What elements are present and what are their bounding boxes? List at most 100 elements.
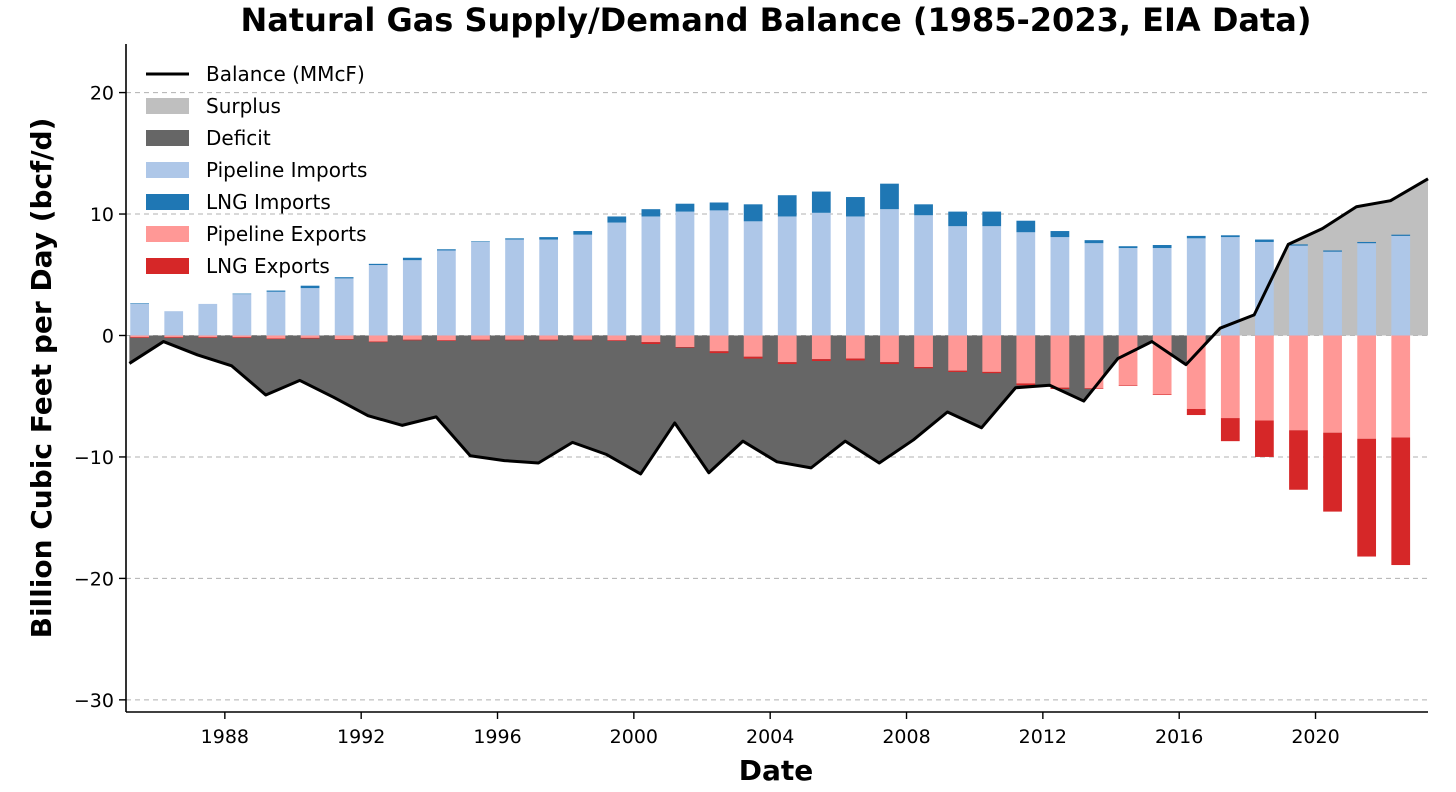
legend-label: Pipeline Imports	[206, 158, 367, 182]
bar-pipeline-exports	[1118, 335, 1138, 386]
bar-lng-imports	[1050, 231, 1070, 238]
bar-lng-imports	[1289, 244, 1308, 246]
bar-pipeline-exports	[1084, 335, 1104, 389]
y-tick-label: 10	[90, 204, 114, 226]
bar-pipeline-exports	[846, 335, 865, 359]
bar-pipeline-exports	[573, 335, 593, 340]
bar-pipeline-imports	[880, 209, 899, 336]
x-tick-label: 2004	[746, 726, 794, 748]
bar-lng-exports	[982, 371, 1002, 374]
y-tick-label: −10	[74, 447, 114, 469]
bar-lng-exports	[846, 358, 865, 361]
bar-lng-exports	[1118, 385, 1138, 386]
bar-lng-imports	[1016, 220, 1036, 233]
bar-pipeline-imports	[914, 215, 933, 336]
bar-lng-imports	[743, 204, 763, 222]
bar-lng-imports	[880, 183, 899, 210]
bar-pipeline-exports	[1323, 335, 1342, 433]
bar-pipeline-imports	[982, 226, 1002, 336]
bar-pipeline-imports	[1152, 248, 1172, 336]
chart-title: Natural Gas Supply/Demand Balance (1985-…	[241, 1, 1312, 39]
bar-pipeline-exports	[641, 335, 661, 343]
bar-lng-exports	[914, 367, 933, 369]
bar-pipeline-exports	[471, 335, 490, 340]
bar-pipeline-exports	[607, 335, 627, 341]
y-tick-label: −20	[74, 568, 114, 590]
bar-lng-imports	[232, 293, 252, 295]
bar-pipeline-imports	[1050, 237, 1070, 336]
bar-lng-exports	[300, 337, 320, 339]
bar-pipeline-imports	[130, 303, 150, 336]
bar-lng-imports	[607, 216, 627, 223]
bar-lng-exports	[1289, 430, 1308, 490]
bar-lng-exports	[471, 339, 490, 341]
bar-lng-exports	[1357, 438, 1377, 557]
legend-swatch	[146, 226, 189, 242]
y-tick-label: 0	[102, 325, 114, 347]
bar-pipeline-imports	[368, 265, 388, 336]
bar-lng-imports	[1323, 250, 1342, 252]
bar-pipeline-exports	[539, 335, 559, 340]
bar-pipeline-exports	[1050, 335, 1070, 388]
bar-lng-imports	[1118, 246, 1138, 249]
bar-pipeline-exports	[198, 335, 218, 338]
bar-pipeline-imports	[1323, 251, 1342, 336]
bar-lng-exports	[1050, 387, 1070, 389]
x-tick-label: 2016	[1155, 726, 1203, 748]
bar-lng-imports	[641, 209, 661, 217]
bar-lng-imports	[1391, 234, 1411, 236]
bar-lng-imports	[368, 263, 388, 266]
bar-pipeline-exports	[505, 335, 524, 340]
bar-lng-imports	[334, 277, 354, 279]
legend-label: Pipeline Exports	[206, 222, 367, 246]
bar-pipeline-exports	[1186, 335, 1206, 409]
legend-label: Balance (MMcF)	[206, 62, 365, 86]
bar-lng-exports	[1186, 408, 1206, 416]
bar-pipeline-imports	[607, 222, 627, 336]
bar-pipeline-exports	[266, 335, 286, 339]
bar-lng-exports	[1220, 418, 1240, 442]
y-tick-label: −30	[74, 690, 114, 712]
bar-lng-exports	[198, 337, 218, 338]
bar-lng-exports	[1391, 437, 1411, 566]
bar-lng-imports	[948, 211, 968, 227]
bar-lng-exports	[709, 351, 729, 354]
bars	[130, 183, 1411, 566]
bar-pipeline-imports	[675, 211, 695, 336]
bar-pipeline-exports	[164, 335, 184, 338]
bar-pipeline-imports	[1118, 248, 1138, 336]
bar-pipeline-imports	[948, 226, 968, 336]
bar-lng-imports	[1084, 240, 1104, 244]
bar-lng-imports	[402, 257, 422, 261]
bar-lng-imports	[1255, 239, 1274, 242]
legend-swatch	[146, 162, 189, 178]
legend-swatch	[146, 130, 189, 146]
x-tick-label: 1992	[337, 726, 385, 748]
bar-pipeline-imports	[777, 216, 797, 336]
bar-pipeline-exports	[1357, 335, 1377, 439]
legend: Balance (MMcF) Surplus Deficit Pipeline Imp…	[146, 62, 367, 278]
bar-pipeline-exports	[811, 335, 831, 360]
bar-lng-imports	[437, 249, 456, 251]
bar-lng-imports	[1152, 245, 1172, 249]
bar-lng-imports	[982, 211, 1002, 227]
legend-swatch	[146, 194, 189, 210]
bar-lng-exports	[539, 339, 559, 341]
x-tick-label: 1996	[473, 726, 521, 748]
bar-pipeline-imports	[846, 216, 865, 336]
y-tick-label: 20	[90, 83, 114, 105]
bar-lng-exports	[402, 339, 422, 341]
bar-pipeline-imports	[1391, 235, 1411, 336]
bar-pipeline-imports	[198, 303, 218, 336]
bar-lng-imports	[471, 241, 490, 242]
bar-pipeline-imports	[437, 250, 456, 336]
x-ticks: 1988 1992 1996 2000 2004 2008 2012 2016 2020	[201, 712, 1340, 748]
bar-pipeline-imports	[743, 221, 763, 336]
x-tick-label: 2012	[1019, 726, 1067, 748]
bar-pipeline-imports	[1255, 241, 1274, 336]
legend-swatch	[146, 98, 189, 114]
bar-lng-imports	[1357, 241, 1377, 244]
bar-lng-imports	[914, 204, 933, 216]
balance-line	[128, 177, 1429, 476]
bar-pipeline-imports	[505, 239, 524, 336]
